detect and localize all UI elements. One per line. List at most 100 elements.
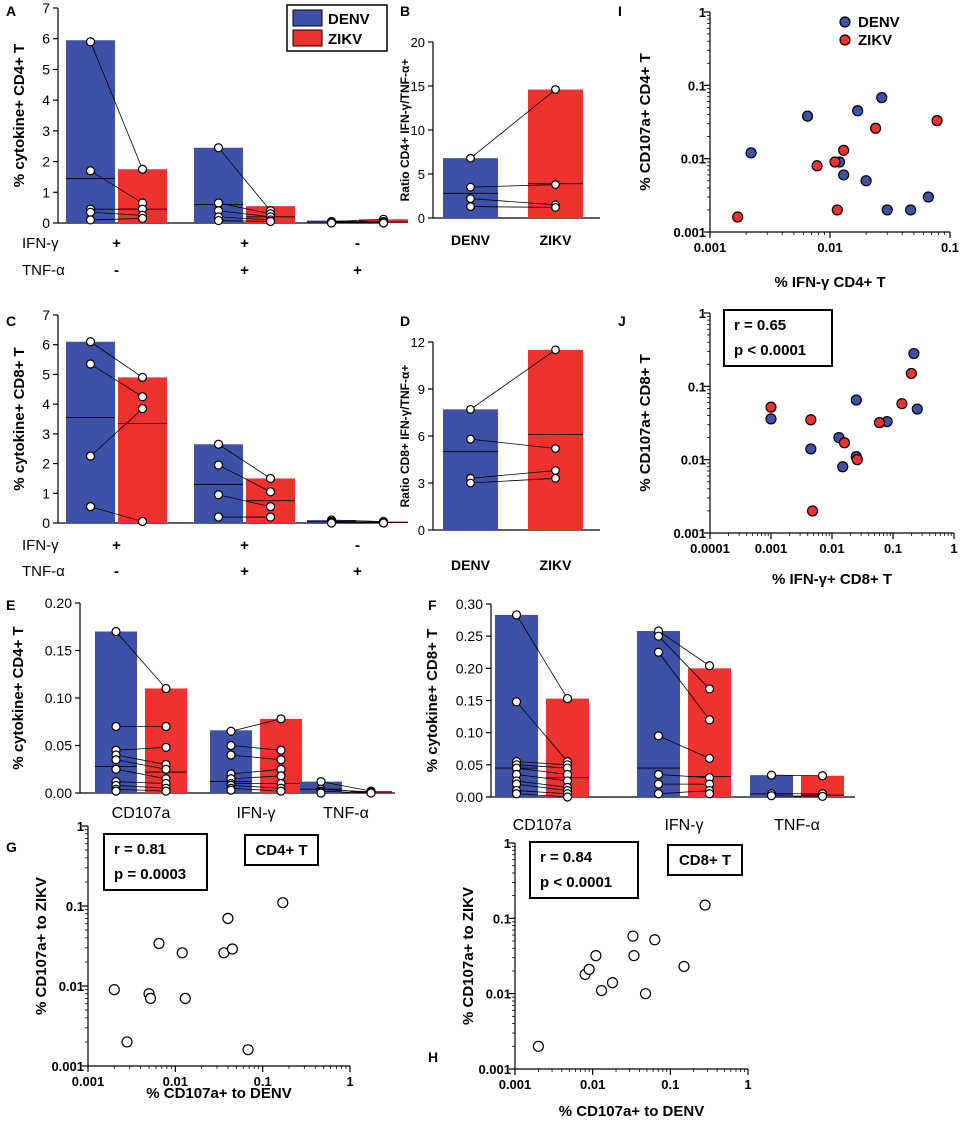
panel-label: I	[618, 3, 622, 19]
data-point	[213, 460, 224, 470]
data-point	[627, 930, 639, 942]
data-point	[704, 753, 715, 764]
data-point	[213, 143, 224, 153]
data-point-zikv	[905, 367, 917, 380]
data-point-denv	[860, 175, 872, 187]
sign-label: +	[353, 563, 362, 580]
data-point	[653, 789, 664, 799]
pair-line	[218, 494, 271, 508]
pair-line	[331, 519, 384, 522]
y-tick-label: 5	[42, 366, 50, 382]
data-point	[551, 345, 560, 355]
data-point	[137, 372, 148, 382]
data-point	[161, 721, 171, 732]
bar-zikv	[118, 377, 167, 523]
data-point	[466, 478, 475, 488]
data-point	[179, 992, 191, 1004]
pair-line	[320, 788, 372, 793]
data-point	[85, 337, 96, 347]
cell-type-box	[244, 834, 319, 866]
data-point	[511, 789, 522, 799]
stat-p: p < 0.0001	[734, 342, 806, 359]
data-point	[111, 764, 121, 774]
data-point	[653, 769, 664, 780]
pair-line	[516, 780, 568, 788]
pair-line	[90, 170, 143, 204]
legend-swatch-zikv	[292, 29, 323, 47]
data-point	[653, 779, 664, 789]
x-tick-label: 0.001	[694, 240, 727, 255]
data-point-zikv	[931, 115, 943, 127]
y-tick-label: 6	[42, 31, 50, 47]
pair-line	[218, 147, 271, 211]
y-tick-label: 0.25	[456, 628, 483, 644]
data-point	[466, 194, 475, 204]
y-tick-label: 3	[418, 476, 425, 491]
pair-line	[470, 349, 556, 410]
pair-line	[90, 217, 143, 221]
data-point	[213, 490, 224, 500]
data-point-zikv	[838, 437, 851, 449]
data-point	[137, 404, 148, 414]
row-label: IFN-γ	[22, 235, 59, 252]
y-axis-label: % cytokine+ CD8+ T	[11, 347, 28, 490]
y-tick-label: 1	[77, 819, 84, 834]
data-point	[551, 180, 560, 189]
data-point-zikv	[896, 398, 908, 410]
data-point	[562, 693, 573, 704]
y-tick-label: 0.001	[478, 1062, 511, 1077]
y-axis-label: % cytokine+ CD4+ T	[10, 626, 27, 769]
stat-p: p < 0.0001	[540, 874, 612, 891]
y-tick-label: 4	[42, 396, 50, 412]
sign-label: -	[114, 563, 119, 580]
data-point-zikv	[805, 414, 817, 426]
panel-I: I 0.001 0.01 0.1 1 0.001 0.01 0.1 % IFN-γ CD4+ T…	[618, 3, 959, 291]
y-tick-label: 0.01	[681, 453, 706, 468]
x-tick-label: 0.1	[884, 541, 902, 556]
stat-r: r = 0.84	[540, 849, 593, 866]
data-point	[213, 198, 224, 208]
data-point	[276, 771, 286, 781]
data-point	[85, 502, 96, 512]
cell-type-label: CD8+ T	[679, 852, 731, 869]
data-point	[276, 714, 286, 724]
data-point-zikv	[732, 211, 744, 223]
pair-line	[658, 635, 710, 690]
y-tick-label: 6	[418, 429, 425, 444]
panel-label: B	[400, 3, 410, 19]
pair-line	[230, 768, 282, 775]
data-point	[213, 512, 224, 522]
sign-label: -	[355, 235, 360, 252]
pair-line	[230, 754, 282, 761]
data-point	[606, 977, 619, 989]
pair-line	[470, 89, 556, 159]
data-point	[111, 786, 121, 796]
y-tick-label: 0.10	[45, 690, 72, 706]
pair-line	[115, 759, 167, 770]
data-point	[161, 742, 171, 753]
data-point	[85, 166, 96, 176]
y-tick-label: 0.00	[45, 785, 72, 801]
data-point	[161, 786, 171, 796]
data-point	[551, 203, 560, 212]
y-tick-label: 0.1	[493, 911, 511, 926]
panel-label: G	[6, 839, 17, 855]
row-label: TNF-α	[22, 563, 65, 580]
data-point-denv	[881, 204, 893, 216]
data-point	[704, 661, 715, 671]
data-point	[265, 512, 276, 522]
data-point-denv	[765, 413, 777, 425]
data-point-denv	[838, 169, 850, 181]
bar-zikv	[801, 775, 844, 797]
data-point	[265, 487, 276, 497]
sign-label: +	[112, 537, 121, 554]
y-tick-label: 5	[418, 167, 425, 182]
bar-denv	[443, 409, 498, 530]
y-tick-label: 0.01	[486, 987, 511, 1002]
pair-line	[90, 363, 143, 398]
data-point	[595, 984, 608, 997]
data-point-denv	[850, 394, 862, 406]
data-point	[326, 518, 337, 528]
y-axis-label: % cytokine+ CD8+ T	[424, 629, 441, 772]
data-point	[111, 721, 121, 732]
